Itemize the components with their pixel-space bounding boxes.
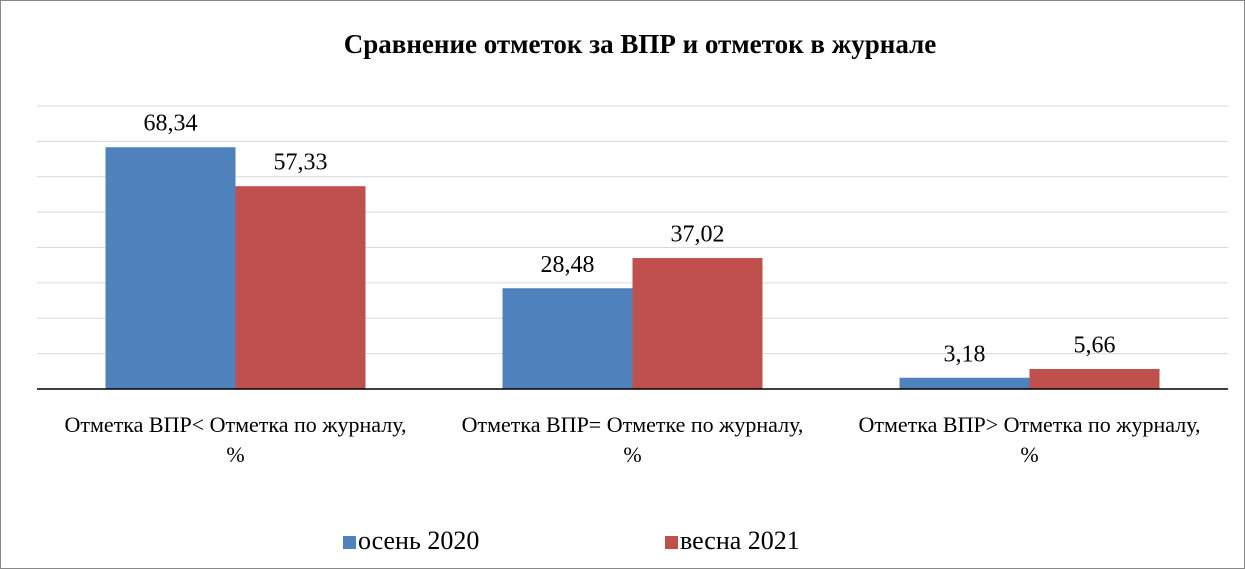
data-label: 28,48 [541, 252, 595, 278]
bar [1029, 368, 1160, 389]
data-label: 37,02 [671, 222, 725, 248]
x-tick-label: Отметка ВПР< Отметка по журналу, % [64, 412, 407, 467]
bar [502, 288, 633, 389]
data-label: 68,34 [144, 111, 198, 137]
legend-label: осень 2020 [358, 526, 479, 555]
x-tick-label: Отметка ВПР> Отметка по журналу, % [858, 412, 1201, 467]
data-label: 5,66 [1074, 332, 1116, 358]
bar [235, 186, 366, 389]
data-label: 57,33 [274, 150, 328, 176]
legend-label: весна 2021 [680, 526, 800, 555]
bar [632, 258, 763, 389]
bar [899, 377, 1030, 389]
bar [105, 147, 236, 389]
legend-swatch [665, 536, 678, 549]
legend-swatch [343, 536, 356, 549]
data-label: 3,18 [944, 341, 986, 367]
x-tick-label: Отметка ВПР= Отметке по журналу, % [461, 412, 804, 467]
chart-title: Сравнение отметок за ВПР и отметок в жур… [344, 29, 937, 59]
